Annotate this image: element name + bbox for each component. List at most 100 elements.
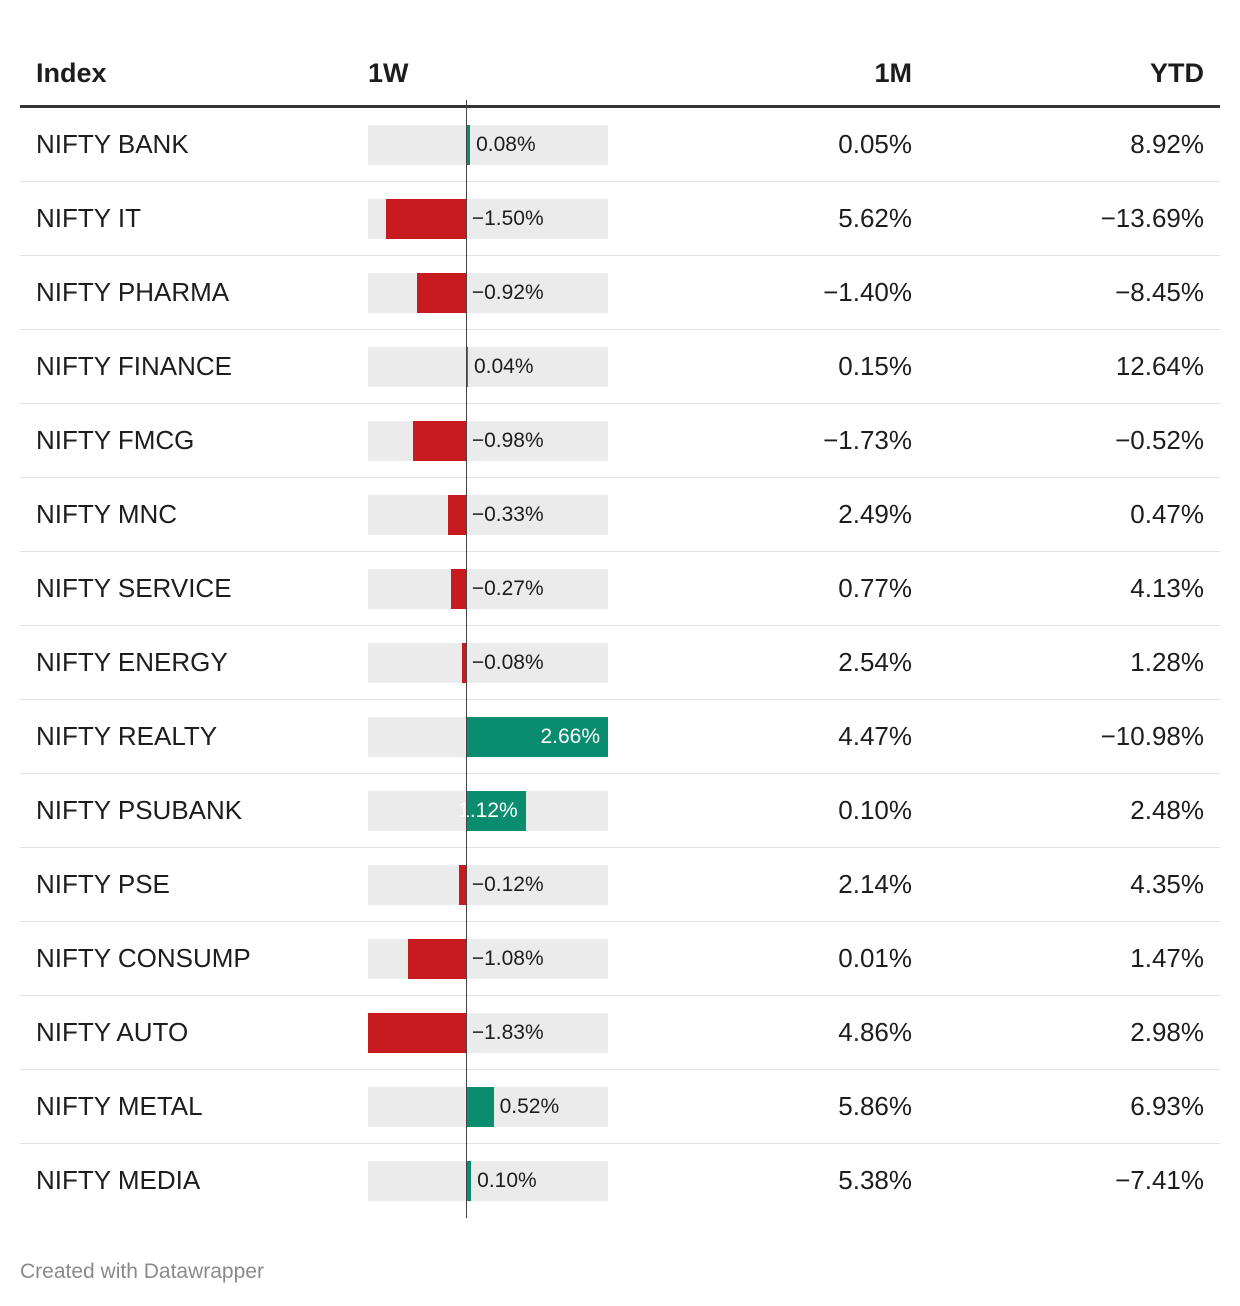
bar-value-label: −1.83% xyxy=(471,1021,544,1044)
one-month-cell: 0.05% xyxy=(838,129,912,159)
ytd-cell: 6.93% xyxy=(1130,1091,1204,1121)
bar-track: −1.50% xyxy=(368,199,608,239)
bar-track: −0.33% xyxy=(368,495,608,535)
positive-bar xyxy=(465,791,526,831)
bar-value-label: −0.27% xyxy=(471,577,544,600)
index-name-cell: NIFTY AUTO xyxy=(36,1017,189,1047)
bar-zero-axis xyxy=(465,100,467,1218)
positive-bar xyxy=(465,125,471,165)
index-name-cell: NIFTY ENERGY xyxy=(36,647,228,677)
ytd-cell: −0.52% xyxy=(1115,425,1204,455)
one-month-cell: 5.86% xyxy=(838,1091,912,1121)
bar-track: 0.04% xyxy=(368,347,608,387)
datawrapper-credit[interactable]: Created with Datawrapper xyxy=(20,1260,264,1283)
table-row: NIFTY IT −1.50% 5.62% −13.69% xyxy=(20,182,1220,256)
positive-bar xyxy=(465,347,468,387)
ytd-cell: 2.48% xyxy=(1130,795,1204,825)
bar-value-label: 0.52% xyxy=(499,1095,560,1118)
one-month-cell: 0.15% xyxy=(838,351,912,381)
column-header-index[interactable]: Index xyxy=(36,58,107,88)
negative-bar xyxy=(368,1013,466,1053)
index-name-cell: NIFTY FMCG xyxy=(36,425,195,455)
index-name-cell: NIFTY REALTY xyxy=(36,721,218,751)
one-month-cell: 5.38% xyxy=(838,1165,912,1195)
index-name-cell: NIFTY MEDIA xyxy=(36,1165,201,1195)
table-row: NIFTY AUTO −1.83% 4.86% 2.98% xyxy=(20,996,1220,1070)
table-header: Index 1W 1M YTD xyxy=(20,38,1220,108)
ytd-cell: 1.28% xyxy=(1130,647,1204,677)
index-name-cell: NIFTY MNC xyxy=(36,499,178,529)
negative-bar xyxy=(413,421,466,461)
ytd-cell: 0.47% xyxy=(1130,499,1204,529)
ytd-cell: −13.69% xyxy=(1100,203,1204,233)
ytd-cell: 1.47% xyxy=(1130,943,1204,973)
bar-track: 0.52% xyxy=(368,1087,608,1127)
index-name-cell: NIFTY PSE xyxy=(36,869,170,899)
index-name-cell: NIFTY IT xyxy=(36,203,141,233)
ytd-cell: −10.98% xyxy=(1100,721,1204,751)
ytd-cell: 12.64% xyxy=(1115,351,1204,381)
bar-track: −0.12% xyxy=(368,865,608,905)
one-month-cell: 0.01% xyxy=(838,943,912,973)
one-month-cell: 2.49% xyxy=(838,499,912,529)
bar-track: 2.66% xyxy=(368,717,608,757)
table-row: NIFTY PSE −0.12% 2.14% 4.35% xyxy=(20,848,1220,922)
bar-value-label: 0.10% xyxy=(477,1169,537,1192)
negative-bar xyxy=(385,199,466,239)
index-name-cell: NIFTY PSUBANK xyxy=(36,795,243,825)
one-month-cell: 0.10% xyxy=(838,795,912,825)
one-month-cell: 2.54% xyxy=(838,647,912,677)
table-row: NIFTY PSUBANK 1.12% 0.10% 2.48% xyxy=(20,774,1220,848)
bar-track: −1.08% xyxy=(368,939,608,979)
column-header-1w[interactable]: 1W xyxy=(368,58,409,88)
negative-bar xyxy=(461,643,466,683)
bar-value-label: −0.12% xyxy=(471,873,544,896)
table-row: NIFTY REALTY 2.66% 4.47% −10.98% xyxy=(20,700,1220,774)
one-month-cell: 4.47% xyxy=(838,721,912,751)
bar-value-label: −0.92% xyxy=(471,281,544,304)
one-month-cell: 2.14% xyxy=(838,869,912,899)
index-name-cell: NIFTY PHARMA xyxy=(36,277,230,307)
ytd-cell: 4.35% xyxy=(1130,869,1204,899)
negative-bar xyxy=(459,865,466,905)
ytd-cell: −7.41% xyxy=(1115,1165,1204,1195)
index-name-cell: NIFTY METAL xyxy=(36,1091,203,1121)
bar-value-label: 2.66% xyxy=(540,725,600,748)
bar-value-label: 1.12% xyxy=(458,799,518,822)
bar-value-label: 0.04% xyxy=(473,355,534,378)
data-table: Index 1W 1M YTD NIFTY BANK 0.08% 0.05% 8.92… xyxy=(20,38,1220,1218)
negative-bar xyxy=(408,939,466,979)
negative-bar xyxy=(451,569,466,609)
one-month-cell: 0.77% xyxy=(838,573,912,603)
table-row: NIFTY BANK 0.08% 0.05% 8.92% xyxy=(20,108,1220,182)
index-name-cell: NIFTY CONSUMP xyxy=(36,943,251,973)
bar-value-label: 0.08% xyxy=(476,133,536,156)
one-month-cell: −1.73% xyxy=(823,425,912,455)
table-row: NIFTY FMCG −0.98% −1.73% −0.52% xyxy=(20,404,1220,478)
bar-value-label: −0.33% xyxy=(471,503,544,526)
table-row: NIFTY MEDIA 0.10% 5.38% −7.41% xyxy=(20,1144,1220,1218)
table-row: NIFTY SERVICE −0.27% 0.77% 4.13% xyxy=(20,552,1220,626)
table-row: NIFTY METAL 0.52% 5.86% 6.93% xyxy=(20,1070,1220,1144)
bar-track: −0.27% xyxy=(368,569,608,609)
bar-value-label: −1.08% xyxy=(471,947,544,970)
bar-track: −0.98% xyxy=(368,421,608,461)
column-header-1m[interactable]: 1M xyxy=(874,58,912,88)
bar-track: −0.92% xyxy=(368,273,608,313)
table-row: NIFTY ENERGY −0.08% 2.54% 1.28% xyxy=(20,626,1220,700)
bar-value-label: −0.08% xyxy=(471,651,544,674)
table-row: NIFTY MNC −0.33% 2.49% 0.47% xyxy=(20,478,1220,552)
one-month-cell: 4.86% xyxy=(838,1017,912,1047)
negative-bar xyxy=(448,495,466,535)
index-name-cell: NIFTY BANK xyxy=(36,129,189,159)
column-header-ytd[interactable]: YTD xyxy=(1150,58,1204,88)
index-name-cell: NIFTY SERVICE xyxy=(36,573,232,603)
ytd-cell: 8.92% xyxy=(1130,129,1204,159)
bar-track: 1.12% xyxy=(368,791,608,831)
table-row: NIFTY CONSUMP −1.08% 0.01% 1.47% xyxy=(20,922,1220,996)
bar-value-label: −0.98% xyxy=(471,429,544,452)
one-month-cell: 5.62% xyxy=(838,203,912,233)
bar-track: −0.08% xyxy=(368,643,608,683)
bar-track: 0.08% xyxy=(368,125,608,165)
table-row: NIFTY PHARMA −0.92% −1.40% −8.45% xyxy=(20,256,1220,330)
